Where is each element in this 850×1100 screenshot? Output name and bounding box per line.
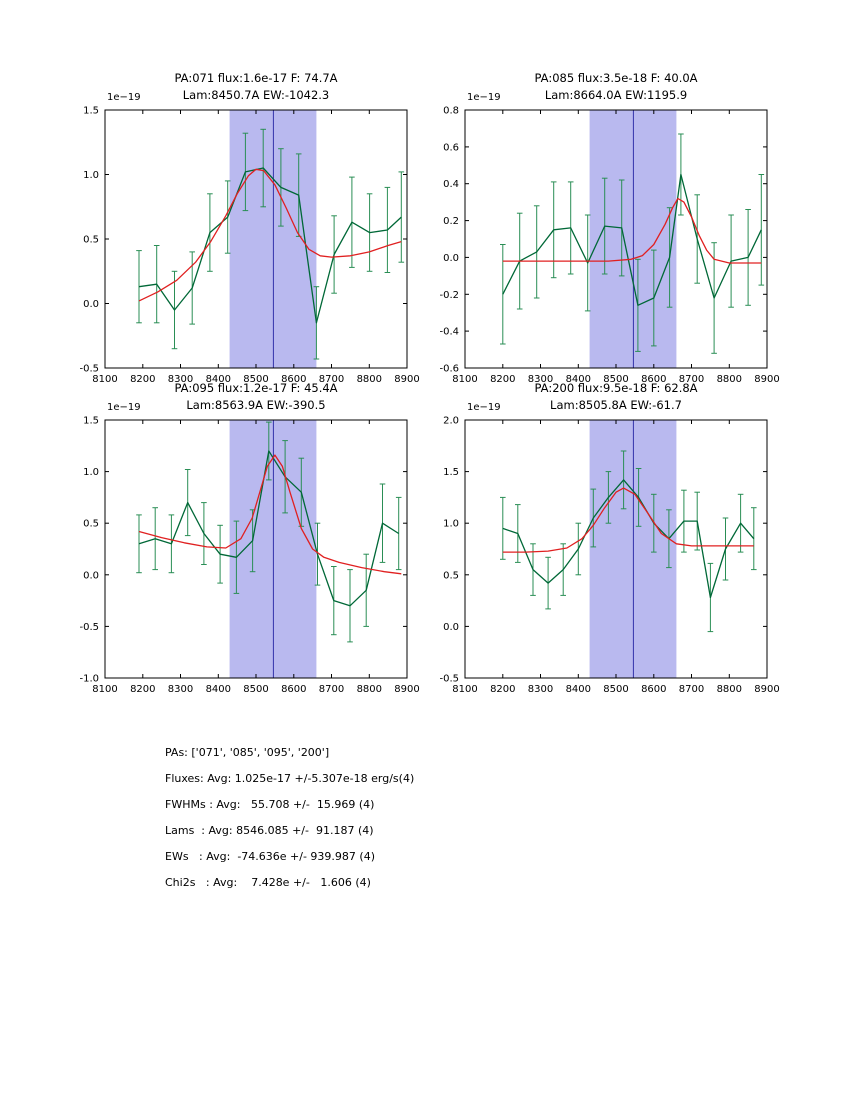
y-tick-label: 0.0 xyxy=(83,570,99,581)
y-tick-label: 1.5 xyxy=(83,416,99,427)
x-tick-label: 8300 xyxy=(168,374,193,385)
y-tick-label: -1.0 xyxy=(79,674,99,685)
series-fit xyxy=(138,454,402,575)
x-tick-label: 8300 xyxy=(168,684,193,695)
y-tick-label: 0.4 xyxy=(443,179,459,190)
x-tick-label: 8600 xyxy=(281,374,306,385)
x-tick-label: 8900 xyxy=(754,684,779,695)
y-tick-label: -0.5 xyxy=(79,622,99,633)
x-tick-label: 8400 xyxy=(206,374,231,385)
y-axis-offset-label: 1e−19 xyxy=(107,92,141,103)
x-tick-label: 8300 xyxy=(528,684,553,695)
x-tick-label: 8500 xyxy=(243,684,268,695)
x-tick-label: 8500 xyxy=(603,374,628,385)
x-tick-label: 8100 xyxy=(452,374,477,385)
y-tick-label: 2.0 xyxy=(443,416,459,427)
subplot-pa200: PA:200 flux:9.5e-18 F: 62.8A Lam:8505.8A… xyxy=(425,370,785,705)
x-tick-label: 8200 xyxy=(130,684,155,695)
y-tick-label: 1.5 xyxy=(443,467,459,478)
x-tick-label: 8800 xyxy=(717,374,742,385)
summary-lams: Lams : Avg: 8546.085 +/- 91.187 (4) xyxy=(165,824,374,837)
x-tick-label: 8400 xyxy=(566,684,591,695)
subplot-title-line2: Lam:8505.8A EW:-61.7 xyxy=(550,398,682,412)
x-tick-label: 8500 xyxy=(603,684,628,695)
subplot-pa085: PA:085 flux:3.5e-18 F: 40.0A Lam:8664.0A… xyxy=(425,60,785,395)
subplot-title-line2: Lam:8450.7A EW:-1042.3 xyxy=(182,88,330,102)
x-tick-label: 8300 xyxy=(528,374,553,385)
series-data xyxy=(138,450,400,607)
subplot-axes: 8100 8200 8300 8400 8500 8600 8700 8800 8900 -0.6… xyxy=(439,106,779,386)
y-tick-label: 0.0 xyxy=(443,253,459,264)
x-tick-label: 8100 xyxy=(92,684,117,695)
subplot-axes: 8100 8200 8300 8400 8500 8600 8700 8800 8900 -1.0… xyxy=(79,416,419,696)
subplot-title-line1: PA:071 flux:1.6e-17 F: 74.7A xyxy=(174,71,338,85)
series-data xyxy=(502,173,762,306)
x-tick-label: 8600 xyxy=(281,684,306,695)
y-tick-label: 0.6 xyxy=(443,142,459,153)
subplot-axes: 8100 8200 8300 8400 8500 8600 8700 8800 8900 -0.5… xyxy=(439,416,779,696)
y-tick-label: 1.5 xyxy=(83,106,99,117)
subplot-axes: 8100 8200 8300 8400 8500 8600 8700 8800 8900 -0.5… xyxy=(79,106,419,386)
y-tick-label: -0.5 xyxy=(79,364,99,375)
subplot-title-line1: PA:085 flux:3.5e-18 F: 40.0A xyxy=(534,71,698,85)
series-data xyxy=(138,167,402,324)
x-tick-label: 8600 xyxy=(641,684,666,695)
y-axis-offset-label: 1e−19 xyxy=(467,402,501,413)
y-tick-label: 0.2 xyxy=(443,216,459,227)
series-fit xyxy=(502,487,754,553)
y-tick-label: -0.2 xyxy=(439,290,459,301)
y-tick-label: -0.4 xyxy=(439,327,459,338)
x-tick-label: 8400 xyxy=(566,374,591,385)
x-tick-label: 8100 xyxy=(92,374,117,385)
x-tick-label: 8100 xyxy=(452,684,477,695)
x-tick-label: 8800 xyxy=(357,684,382,695)
x-tick-label: 8400 xyxy=(206,684,231,695)
x-tick-label: 8200 xyxy=(490,374,515,385)
x-tick-label: 8900 xyxy=(394,684,419,695)
y-tick-label: 0.5 xyxy=(83,519,99,530)
x-tick-label: 8700 xyxy=(679,684,704,695)
subplot-title-line2: Lam:8664.0A EW:1195.9 xyxy=(544,88,688,102)
y-axis-offset-label: 1e−19 xyxy=(107,402,141,413)
series-fit xyxy=(502,197,762,264)
x-tick-label: 8700 xyxy=(679,374,704,385)
y-tick-label: 1.0 xyxy=(83,170,99,181)
summary-fluxes: Fluxes: Avg: 1.025e-17 +/-5.307e-18 erg/… xyxy=(165,772,415,785)
y-tick-label: 0.0 xyxy=(443,622,459,633)
x-tick-label: 8700 xyxy=(319,374,344,385)
series-fit xyxy=(138,168,402,302)
summary-fwhms: FWHMs : Avg: 55.708 +/- 15.969 (4) xyxy=(165,798,375,811)
x-tick-label: 8900 xyxy=(754,374,779,385)
x-tick-label: 8200 xyxy=(130,374,155,385)
y-axis-offset-label: 1e−19 xyxy=(467,92,501,103)
subplot-title-line1: PA:095 flux:1.2e-17 F: 45.4A xyxy=(174,381,338,395)
summary-chi2s: Chi2s : Avg: 7.428e +/- 1.606 (4) xyxy=(165,876,371,889)
x-tick-label: 8800 xyxy=(357,374,382,385)
series-data xyxy=(502,479,755,599)
summary-ews: EWs : Avg: -74.636e +/- 939.987 (4) xyxy=(165,850,375,863)
y-tick-label: 0.0 xyxy=(83,299,99,310)
y-tick-label: -0.5 xyxy=(439,674,459,685)
x-tick-label: 8200 xyxy=(490,684,515,695)
y-tick-label: 0.8 xyxy=(443,106,459,117)
y-tick-label: 0.5 xyxy=(83,235,99,246)
fit-summary-block: PAs: ['071', '085', '095', '200'] Fluxes… xyxy=(165,740,414,896)
subplot-pa071: PA:071 flux:1.6e-17 F: 74.7A Lam:8450.7A… xyxy=(65,60,425,395)
y-tick-label: 1.0 xyxy=(443,519,459,530)
subplot-title-line2: Lam:8563.9A EW:-390.5 xyxy=(186,398,326,412)
subplot-pa095: PA:095 flux:1.2e-17 F: 45.4A Lam:8563.9A… xyxy=(65,370,425,705)
y-tick-label: -0.6 xyxy=(439,364,459,375)
subplot-title-line1: PA:200 flux:9.5e-18 F: 62.8A xyxy=(534,381,698,395)
y-tick-label: 1.0 xyxy=(83,467,99,478)
x-tick-label: 8800 xyxy=(717,684,742,695)
x-tick-label: 8900 xyxy=(394,374,419,385)
x-tick-label: 8500 xyxy=(243,374,268,385)
y-tick-label: 0.5 xyxy=(443,570,459,581)
x-tick-label: 8600 xyxy=(641,374,666,385)
x-tick-label: 8700 xyxy=(319,684,344,695)
summary-pas: PAs: ['071', '085', '095', '200'] xyxy=(165,746,330,759)
